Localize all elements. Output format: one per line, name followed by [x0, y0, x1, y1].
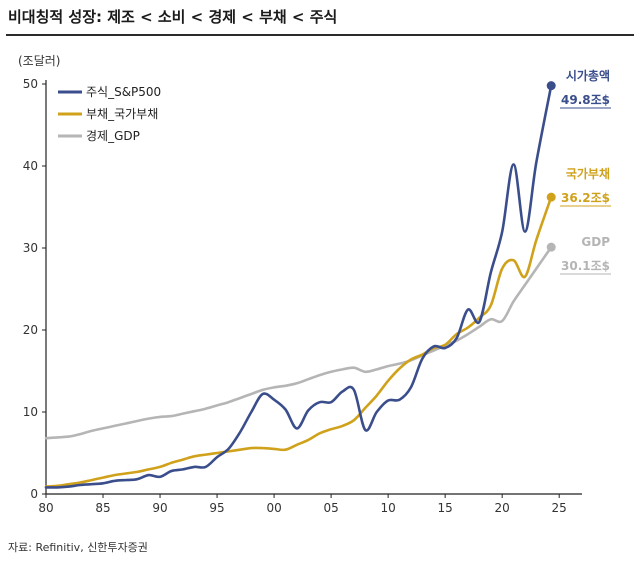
series-line-2	[44, 245, 553, 440]
series-end-marker-2	[546, 242, 556, 252]
y-tick-label: 40	[23, 159, 38, 173]
end-label-value-2: 30.1조$	[561, 259, 610, 273]
x-tick-label: 90	[152, 501, 167, 515]
y-tick-label: 0	[30, 487, 38, 501]
series-lines	[44, 81, 556, 489]
end-label-name-1: 국가부채	[566, 166, 610, 181]
x-tick-label: 00	[266, 501, 281, 515]
y-axis-unit: (조달러)	[18, 54, 61, 68]
x-tick-label: 85	[95, 501, 110, 515]
x-tick-label: 05	[323, 501, 338, 515]
x-tick-label: 25	[552, 501, 567, 515]
series-line-0	[44, 84, 553, 489]
y-tick-label: 10	[23, 405, 38, 419]
legend-label-1: 부채_국가부채	[86, 107, 158, 121]
chart-title: 비대칭적 성장: 제조 < 소비 < 경제 < 부채 < 주식	[8, 8, 338, 26]
x-tick-label: 15	[438, 501, 453, 515]
title-divider	[6, 34, 634, 36]
end-labels: 시가총액 49.8조$ 국가부채 36.2조$ GDP 30.1조$	[560, 68, 611, 275]
x-tick-label: 20	[495, 501, 510, 515]
x-tick-label: 80	[38, 501, 53, 515]
end-label-value-0: 49.8조$	[561, 93, 610, 107]
end-label-value-1: 36.2조$	[561, 191, 610, 205]
end-label-name-0: 시가총액	[566, 68, 610, 83]
end-label-name-2: GDP	[581, 235, 610, 249]
legend-label-2: 경제_GDP	[86, 129, 140, 143]
x-tick-label: 95	[209, 501, 224, 515]
source-note: 자료: Refinitiv, 신한투자증권	[8, 541, 148, 554]
legend-label-0: 주식_S&P500	[86, 85, 161, 99]
y-tick-label: 50	[23, 77, 38, 91]
series-end-marker-0	[546, 81, 556, 91]
chart-axes: 0 10 20 30 40 50 80 85 90 95 00 05 10 15 20 25	[23, 77, 582, 515]
series-line-1	[44, 195, 553, 488]
x-tick-label: 10	[380, 501, 395, 515]
y-tick-label: 30	[23, 241, 38, 255]
y-tick-label: 20	[23, 323, 38, 337]
series-end-marker-1	[546, 192, 556, 202]
